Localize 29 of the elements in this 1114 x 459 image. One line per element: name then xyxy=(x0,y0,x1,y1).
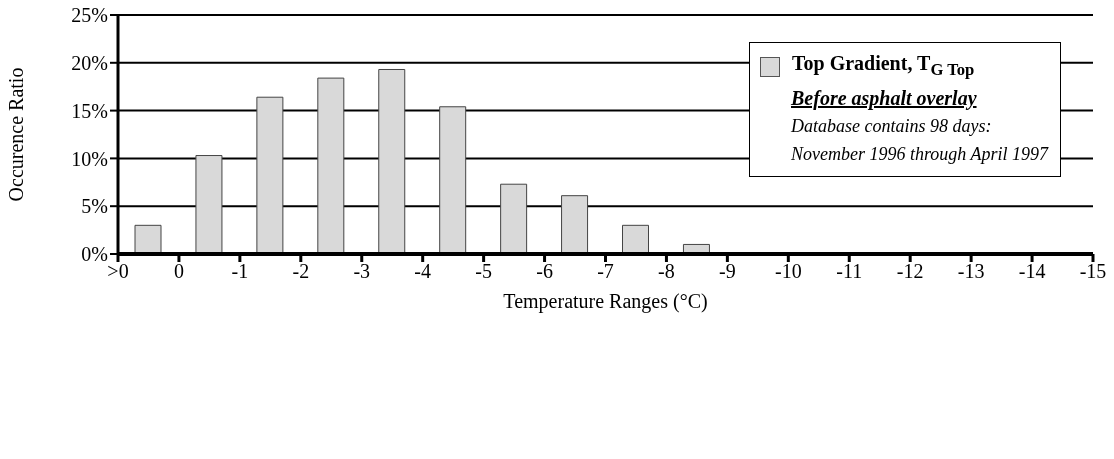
x-tick-label: >0 xyxy=(107,260,129,283)
y-tick-label: 15% xyxy=(71,99,108,122)
y-tick-label: 20% xyxy=(71,51,108,74)
x-tick-label: -12 xyxy=(896,260,924,283)
x-tick-label: -11 xyxy=(836,260,863,283)
y-tick-label: 5% xyxy=(81,195,108,218)
x-tick-label: -3 xyxy=(353,260,371,283)
x-tick-label: -8 xyxy=(658,260,675,283)
x-tick-label: -1 xyxy=(231,260,249,283)
x-tick-label: -6 xyxy=(536,260,553,283)
x-tick-label: -13 xyxy=(957,260,985,283)
x-axis-title: Temperature Ranges (°C) xyxy=(503,290,708,313)
y-tick-label: 0% xyxy=(81,243,108,266)
annotation: Database contains 98 days: xyxy=(791,115,993,138)
x-tick-label: -14 xyxy=(1018,260,1046,283)
x-tick-label: -10 xyxy=(774,260,802,283)
x-tick-label: -5 xyxy=(475,260,492,283)
legend-label: Top Gradient, T$_{G Top}$ xyxy=(792,51,975,81)
x-tick-label: -9 xyxy=(719,260,736,283)
y-axis-title: Occurence Ratio xyxy=(5,67,28,202)
x-tick-label: -2 xyxy=(292,260,310,283)
annotation: Before asphalt overlay xyxy=(791,86,978,112)
x-tick-label: -7 xyxy=(597,260,614,283)
y-tick-label: 25% xyxy=(71,4,108,27)
x-tick-label: 0 xyxy=(173,260,184,283)
x-tick-label: -15 xyxy=(1079,260,1107,283)
annotation: November 1996 through April 1997 xyxy=(791,143,1048,166)
x-tick-label: -4 xyxy=(414,260,432,283)
y-tick-label: 10% xyxy=(71,147,108,170)
